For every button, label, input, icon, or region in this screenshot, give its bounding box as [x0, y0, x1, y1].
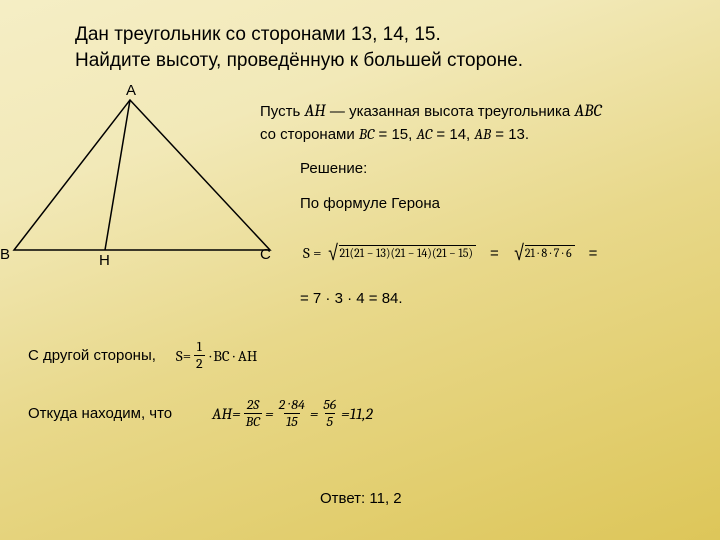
var-s: S [176, 347, 183, 365]
problem-statement: Дан треугольник со сторонами 13, 14, 15.… [0, 0, 720, 73]
frac-half: 1 2 [194, 340, 205, 371]
area-result: = 7 · 3 · 4 = 84. [300, 290, 403, 307]
var-abc: ABC [574, 102, 601, 121]
var-ac: AC [417, 125, 433, 143]
radicand-1: 21(21 − 13)(21 − 14)(21 − 15) [339, 245, 476, 262]
vertex-b: B [0, 246, 10, 263]
s-equals: S = [303, 244, 321, 262]
f3d: 5 [325, 413, 335, 429]
var-ab: AB [474, 125, 491, 143]
other-hand-line: С другой стороны, S = 1 2 · BC · AH [28, 340, 257, 371]
equals-trail: = [589, 245, 598, 262]
ah-equation: AH = 2S BC = 2 · 84 15 = 56 5 = 11,2 [212, 398, 373, 429]
bc-value: = 15, [374, 126, 416, 143]
frac-56-5: 56 5 [321, 398, 338, 429]
eq-2: = [265, 405, 274, 423]
problem-line2: Найдите высоту, проведённую к большей ст… [75, 50, 523, 71]
altitude-line [105, 100, 130, 250]
triangle-shape [14, 100, 270, 250]
eq-3: = [310, 405, 319, 423]
eq-ah: = [232, 405, 241, 423]
radicand-2: 21 · 8 · 7 · 6 [525, 245, 575, 262]
f2d: 15 [284, 413, 300, 429]
dot-icon: · [210, 347, 212, 365]
triangle-svg [0, 92, 278, 272]
solution-label: Решение: [300, 160, 367, 177]
f1d: BC [244, 413, 262, 429]
den-2: 2 [194, 355, 205, 371]
f1n: 2S [245, 398, 261, 413]
given-block: Пусть AH — указанная высота треугольника… [260, 100, 690, 145]
var-bc: BC [359, 125, 374, 143]
eq-other: = [183, 347, 191, 365]
whence-line: Откуда находим, что AH = 2S BC = 2 · 84 … [28, 398, 373, 429]
bc-times-ah: BC · AH [213, 347, 257, 365]
point-h: H [99, 252, 110, 269]
answer: Ответ: 11, 2 [320, 490, 402, 507]
given-mid: — указанная высота треугольника [326, 103, 575, 120]
ac-value: = 14, [432, 126, 474, 143]
area-formula: S = √ 21(21 − 13)(21 − 14)(21 − 15) = √ … [265, 242, 605, 264]
eq-4: = [341, 405, 350, 423]
area-alt-formula: S = 1 2 · BC · AH [176, 340, 257, 371]
whence-text: Откуда находим, что [28, 405, 172, 422]
num-1: 1 [195, 340, 204, 355]
sqrt-1: √ 21(21 − 13)(21 − 14)(21 − 15) [327, 242, 476, 264]
vertex-a: A [126, 82, 136, 99]
other-text: С другой стороны, [28, 347, 156, 364]
equals-1: = [490, 245, 499, 262]
radical-icon: √ [329, 242, 339, 264]
f3n: 56 [321, 398, 338, 413]
var-ah2: AH [212, 405, 232, 423]
ab-value: = 13. [491, 126, 529, 143]
triangle-diagram: A B C H [0, 92, 278, 272]
sqrt-2: √ 21 · 8 · 7 · 6 [513, 242, 575, 264]
var-ah: AH [304, 102, 325, 121]
f2n: 2 · 84 [277, 398, 307, 413]
problem-line1: Дан треугольник со сторонами 13, 14, 15. [75, 24, 441, 45]
ah-result: 11,2 [350, 405, 373, 423]
frac-168-15: 2 · 84 15 [277, 398, 307, 429]
frac-2s-bc: 2S BC [244, 398, 262, 429]
radical-icon-2: √ [514, 242, 524, 264]
heron-label: По формуле Герона [300, 195, 440, 212]
